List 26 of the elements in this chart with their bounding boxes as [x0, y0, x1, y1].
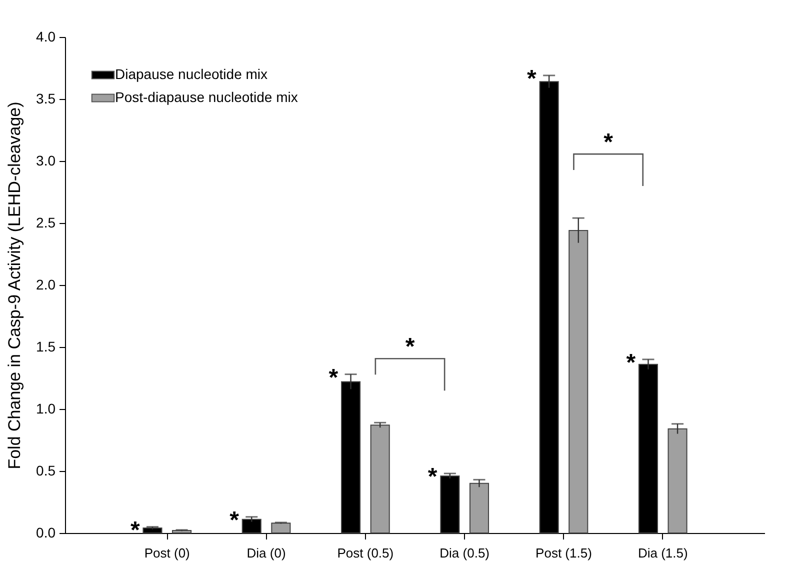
y-axis-title: Fold Change in Casp-9 Activity (LEHD-cleavage)	[5, 102, 24, 470]
y-tick-label: 0.5	[36, 462, 56, 478]
x-tick-label: Post (0.5)	[337, 546, 394, 560]
y-tick-label: 2.0	[36, 276, 56, 292]
annotation: *	[626, 349, 636, 376]
annotation: *	[328, 364, 339, 392]
y-tick-label: 4.0	[36, 28, 56, 44]
y-tick-label: 3.0	[36, 152, 56, 168]
x-tick-label: Dia (0.5)	[440, 546, 490, 560]
x-tick-label: Post (1.5)	[536, 546, 592, 560]
annotation: *	[130, 516, 140, 544]
annotation: *	[428, 463, 438, 490]
annotation: *	[604, 129, 614, 156]
legend-label: Diapause nucleotide mix	[115, 66, 268, 82]
y-tick-label: 1.5	[36, 338, 56, 354]
y-tick-label: 2.5	[36, 214, 56, 230]
x-tick-label: Dia (0)	[246, 546, 286, 560]
legend-label: Post-diapause nucleotide mix	[115, 89, 298, 105]
y-tick-label: 3.5	[36, 90, 56, 106]
annotation: *	[527, 65, 538, 92]
y-tick-label: 0.0	[36, 524, 56, 540]
x-tick-label: Post (0)	[144, 546, 190, 560]
annotation: *	[230, 506, 240, 534]
x-tick-label: Dia (1.5)	[638, 546, 688, 560]
y-tick-label: 1.0	[36, 400, 56, 416]
annotation: *	[405, 334, 416, 361]
